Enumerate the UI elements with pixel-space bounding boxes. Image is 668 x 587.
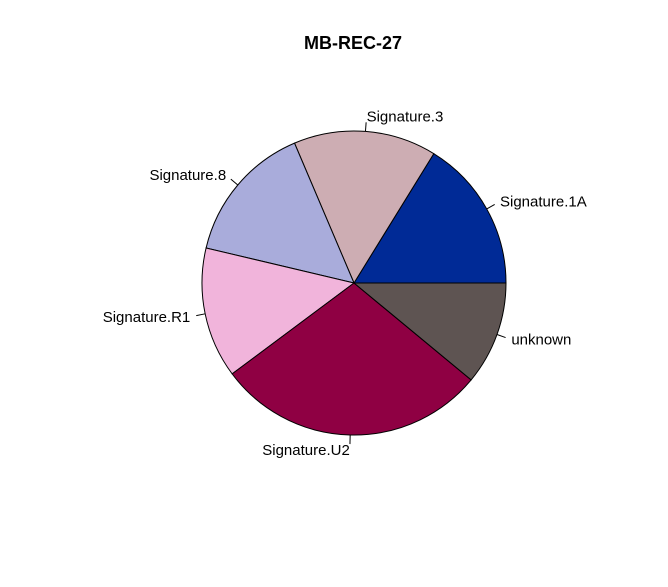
- pie-slice-label: Signature.3: [367, 108, 444, 125]
- pie-slice-signature-1a: [353, 152, 507, 284]
- pie-slice-signature-3: [293, 130, 435, 285]
- pie-slice-label: unknown: [511, 332, 571, 349]
- pie-slice-label: Signature.8: [149, 167, 226, 184]
- pie-label-tick: [364, 122, 367, 132]
- pie-slices: [201, 130, 507, 436]
- chart-title: MB-REC-27: [304, 33, 402, 53]
- pie-label-tick: [230, 178, 239, 186]
- pie-slice-unknown: [352, 282, 507, 381]
- pie-slice-label: Signature.1A: [500, 194, 587, 211]
- pie-slice-label: Signature.U2: [262, 442, 350, 459]
- pie-slice-signature-u2: [231, 282, 472, 436]
- pie-label-tick: [486, 204, 495, 210]
- pie-slice-label: Signature.R1: [103, 309, 191, 326]
- pie-slice-signature-r1: [201, 247, 356, 375]
- pie-label-tick: [496, 334, 506, 339]
- pie-label-tick: [196, 313, 206, 317]
- pie-labels: Signature.1A Signature.3 Signature.8 Signat…: [103, 108, 587, 459]
